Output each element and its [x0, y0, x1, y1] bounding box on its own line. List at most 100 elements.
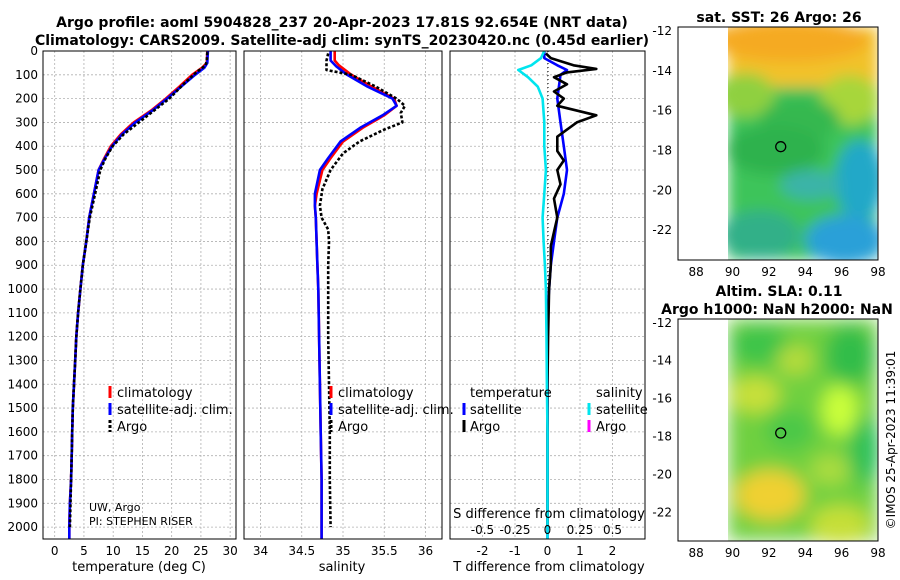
y-tick-label: 1200 [7, 330, 38, 344]
temperature-axes-frame [42, 50, 237, 540]
sst-lat-tick-labels: -12 -14 -16 -18 -20 -22 [652, 24, 672, 237]
difference-xlabel: T difference from climatology [452, 560, 645, 575]
y-tick-label: 1700 [7, 449, 38, 463]
x-tick-label: 2 [609, 544, 617, 558]
sla-field [678, 319, 878, 541]
sla-lon-tick-labels: 88 90 92 94 96 98 [689, 546, 886, 560]
y-tick-label: 900 [15, 258, 38, 272]
x-tick-label: 25 [193, 544, 208, 558]
y-tick-label: 1000 [7, 282, 38, 296]
salinity-difference-tick-labels: -0.5 -0.25 0 0.25 0.5 [471, 523, 622, 537]
y-tick-label: 1600 [7, 425, 38, 439]
temperature-panel: 0100200300400500600700800900100011001200… [7, 44, 237, 575]
y-tick-label: 0 [30, 44, 38, 58]
sst-map-title: sat. SST: 26 Argo: 26 [696, 10, 861, 26]
sla-map-frame [677, 318, 879, 542]
salinity-grid [244, 50, 442, 539]
figure-subtitle: Climatology: CARS2009. Satellite-adj cli… [35, 33, 649, 49]
sla-map-title: Altim. SLA: 0.11 [715, 284, 842, 300]
lat-tick-label: -14 [652, 64, 672, 78]
difference-axes-frame [449, 50, 646, 540]
x-tick-label: 35 [335, 544, 350, 558]
sst-lon-tick-labels: 88 90 92 94 96 98 [689, 265, 886, 279]
difference-lines [516, 51, 598, 539]
y-tick-label: 1300 [7, 353, 38, 367]
series-line [313, 51, 398, 539]
top-tick-label: 0.5 [603, 523, 622, 537]
lat-tick-label: -12 [652, 24, 672, 38]
temperature-grid [43, 50, 236, 539]
lat-tick-label: -16 [652, 104, 672, 118]
lon-tick-label: 94 [798, 546, 813, 560]
lon-tick-label: 90 [725, 546, 740, 560]
x-tick-label: 35.5 [371, 544, 398, 558]
lat-tick-label: -20 [652, 183, 672, 197]
x-tick-label: 34 [253, 544, 268, 558]
series-line [68, 52, 209, 528]
legend-satellite-label: satellite-adj. clim. [338, 403, 454, 418]
argo-location-marker [775, 427, 787, 439]
y-tick-label: 1400 [7, 377, 38, 391]
y-tick-label: 1900 [7, 496, 38, 510]
salinity-legend: climatology satellite-adj. clim. Argo [329, 386, 454, 435]
temperature-tick-labels: 0 5 10 15 20 25 30 [51, 544, 238, 558]
top-tick-label: 0.25 [567, 523, 594, 537]
x-tick-label: -1 [509, 544, 521, 558]
x-tick-label: 5 [80, 544, 88, 558]
lat-tick-label: -22 [652, 506, 672, 520]
y-tick-label: 1500 [7, 401, 38, 415]
y-tick-label: 300 [15, 115, 38, 129]
lon-tick-label: 98 [870, 265, 885, 279]
legend-climatology-label: climatology [338, 386, 414, 401]
x-tick-label: 10 [106, 544, 121, 558]
timestamp-stamp: ©IMOS 25-Apr-2023 11:39:01 [884, 351, 898, 530]
temperature-legend: climatology satellite-adj. clim. Argo [108, 386, 233, 435]
y-tick-label: 600 [15, 187, 38, 201]
x-tick-label: 0 [544, 544, 552, 558]
difference-legend: temperature satellite Argo salinity sate… [462, 386, 648, 435]
salinity-xlabel: salinity [319, 560, 366, 575]
lat-tick-label: -20 [652, 468, 672, 482]
x-tick-label: 15 [135, 544, 150, 558]
difference-top-xlabel: S difference from climatology [453, 507, 645, 522]
difference-tick-labels: -2 -1 0 1 2 [477, 544, 617, 558]
legend-satellite-label: satellite-adj. clim. [117, 403, 233, 418]
sla-map-subtitle: Argo h1000: NaN h2000: NaN [661, 302, 893, 318]
y-tick-label: 1800 [7, 472, 38, 486]
lat-tick-label: -14 [652, 354, 672, 368]
lon-tick-label: 90 [725, 265, 740, 279]
temperature-lines [68, 51, 210, 539]
lat-tick-label: -18 [652, 430, 672, 444]
lat-tick-label: -22 [652, 223, 672, 237]
x-tick-label: 36 [418, 544, 433, 558]
lon-tick-label: 92 [761, 265, 776, 279]
sst-field [678, 27, 878, 260]
lon-tick-label: 94 [798, 265, 813, 279]
x-tick-label: -2 [477, 544, 489, 558]
salinity-tick-labels: 34 34.5 35 35.5 36 [253, 544, 433, 558]
y-tick-label: 1100 [7, 306, 38, 320]
lat-tick-label: -16 [652, 392, 672, 406]
sla-lat-tick-labels: -12 -14 -16 -18 -20 -22 [652, 316, 672, 520]
x-tick-label: 20 [164, 544, 179, 558]
lon-tick-label: 96 [834, 546, 849, 560]
salinity-panel: 34 34.5 35 35.5 36 salinity climatology sate… [243, 50, 454, 575]
x-tick-label: 34.5 [288, 544, 315, 558]
series-line [318, 53, 407, 528]
salinity-lines [313, 51, 407, 539]
legend-argo-label: Argo [117, 420, 147, 435]
y-tick-label: 200 [15, 92, 38, 106]
legend-sal-argo-label: Argo [596, 420, 626, 435]
legend-argo-label: Argo [338, 420, 368, 435]
y-tick-label: 700 [15, 211, 38, 225]
legend-temp-argo-label: Argo [470, 420, 500, 435]
top-tick-label: -0.5 [471, 523, 494, 537]
legend-climatology-label: climatology [117, 386, 193, 401]
legend-salinity-heading: salinity [596, 386, 643, 401]
lat-tick-label: -12 [652, 316, 672, 330]
lat-tick-label: -18 [652, 143, 672, 157]
lon-tick-label: 96 [834, 265, 849, 279]
legend-temp-satellite-label: satellite [470, 403, 522, 418]
argo-location-marker [775, 141, 787, 153]
